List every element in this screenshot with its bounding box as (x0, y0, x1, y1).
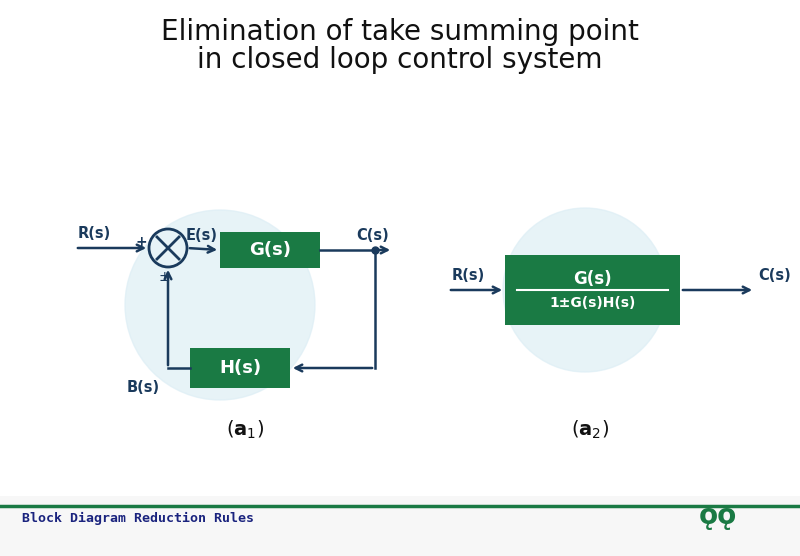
FancyBboxPatch shape (220, 232, 320, 268)
Text: +: + (135, 235, 147, 249)
Text: R(s): R(s) (452, 269, 486, 284)
Text: ±: ± (158, 270, 170, 284)
Text: R(s): R(s) (78, 226, 111, 241)
Text: $(\mathbf{a}_{2})$: $(\mathbf{a}_{2})$ (571, 419, 609, 441)
Circle shape (125, 210, 315, 400)
Text: in closed loop control system: in closed loop control system (198, 46, 602, 74)
Text: G(s): G(s) (573, 270, 612, 288)
FancyBboxPatch shape (0, 496, 800, 556)
Text: G(s): G(s) (249, 241, 291, 259)
Text: B(s): B(s) (127, 380, 160, 395)
Text: H(s): H(s) (219, 359, 261, 377)
Text: Elimination of take summing point: Elimination of take summing point (161, 18, 639, 46)
FancyBboxPatch shape (190, 348, 290, 388)
Text: C(s): C(s) (758, 269, 790, 284)
Text: E(s): E(s) (186, 227, 218, 242)
Text: $(\mathbf{a}_{1})$: $(\mathbf{a}_{1})$ (226, 419, 264, 441)
Text: C(s): C(s) (357, 229, 390, 244)
Text: ǫǫ: ǫǫ (699, 502, 737, 530)
Text: Block Diagram Reduction Rules: Block Diagram Reduction Rules (22, 512, 254, 524)
Circle shape (503, 208, 667, 372)
Text: 1±G(s)H(s): 1±G(s)H(s) (550, 296, 636, 310)
FancyBboxPatch shape (505, 255, 680, 325)
